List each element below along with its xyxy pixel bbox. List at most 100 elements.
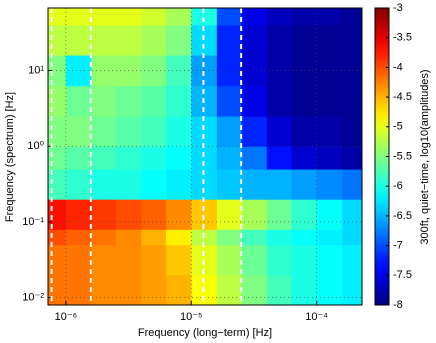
heatmap-cell <box>241 229 268 246</box>
heatmap-cell <box>166 24 192 56</box>
heatmap-cell <box>65 8 92 26</box>
heatmap-cell <box>241 85 268 117</box>
heatmap-cell <box>191 146 218 170</box>
heatmap-cell <box>91 274 117 306</box>
heatmap-cell <box>115 274 142 306</box>
heatmap-cell <box>291 274 318 306</box>
heatmap-cell <box>141 169 167 200</box>
heatmap-cell <box>342 8 363 26</box>
heatmap-cell <box>115 8 142 26</box>
heatmap-cell <box>291 229 318 246</box>
colorbar-tick-label: -7 <box>393 240 403 252</box>
heatmap-cell <box>115 169 142 200</box>
heatmap-cell <box>166 55 192 87</box>
heatmap-cell <box>141 85 167 117</box>
heatmap-cell <box>241 146 268 170</box>
heatmap-cell <box>141 244 167 276</box>
heatmap-cell <box>91 229 117 246</box>
heatmap-cell <box>316 146 343 170</box>
colorbar-tick-label: -7.5 <box>393 269 412 281</box>
heatmap-cell <box>241 8 268 26</box>
heatmap-cell <box>166 85 192 117</box>
heatmap-cell <box>91 244 117 276</box>
heatmap-cell <box>216 8 242 26</box>
heatmap-cell <box>191 116 218 147</box>
x-axis-label: Frequency (long−term) [Hz] <box>138 327 272 339</box>
heatmap-cell <box>266 229 292 246</box>
heatmap-cell <box>316 8 343 26</box>
colorbar-tick-label: -6 <box>393 180 403 192</box>
x-tick-label: 10⁻⁶ <box>55 311 78 323</box>
heatmap-cell <box>65 24 92 56</box>
heatmap-cell <box>91 24 117 56</box>
heatmap-cell <box>291 146 318 170</box>
heatmap-cell <box>91 85 117 117</box>
heatmap-cell <box>241 274 268 306</box>
y-tick-label: 10¹ <box>28 64 44 76</box>
heatmap-cell <box>316 274 343 306</box>
heatmap-cell <box>48 116 67 147</box>
colorbar-tick-label: -4.5 <box>393 91 412 103</box>
heatmap-cell <box>241 24 268 56</box>
heatmap-cell <box>91 169 117 200</box>
heatmap-cell <box>266 169 292 200</box>
heatmap-cell <box>141 55 167 87</box>
heatmap-cell <box>115 199 142 230</box>
heatmap-cell <box>91 116 117 147</box>
heatmap-cell <box>216 169 242 200</box>
heatmap-cell <box>141 199 167 230</box>
heatmap-cell <box>316 116 343 147</box>
heatmap-cell <box>316 199 343 230</box>
heatmap-cell <box>166 244 192 276</box>
heatmap-cell <box>241 244 268 276</box>
heatmap-cell <box>342 229 363 246</box>
heatmap-cell <box>65 229 92 246</box>
heatmap-cell <box>216 229 242 246</box>
heatmap-cell <box>115 85 142 117</box>
heatmap-cell <box>166 229 192 246</box>
heatmap-cell <box>241 169 268 200</box>
heatmap-cell <box>342 85 363 117</box>
heatmap-cell <box>241 199 268 230</box>
heatmap-cell <box>342 169 363 200</box>
heatmap-cell <box>316 85 343 117</box>
heatmap-cell <box>65 116 92 147</box>
heatmap-cell <box>166 199 192 230</box>
heatmap-cell <box>65 85 92 117</box>
heatmap-cell <box>266 199 292 230</box>
colorbar-tick-label: -8 <box>393 299 403 311</box>
colorbar-tick-label: -6.5 <box>393 210 412 222</box>
heatmap-cell <box>141 116 167 147</box>
heatmap-cell <box>115 24 142 56</box>
heatmap-cell <box>91 146 117 170</box>
heatmap-cell <box>342 116 363 147</box>
heatmap-cell <box>266 55 292 87</box>
heatmap-cell <box>342 24 363 56</box>
heatmap-cell <box>266 146 292 170</box>
heatmap-cell <box>166 169 192 200</box>
y-axis-label: Frequency (spectrum) [Hz] <box>4 92 16 222</box>
colorbar-tick-label: -4 <box>393 61 403 73</box>
heatmap-cell <box>291 199 318 230</box>
heatmap-cell <box>166 8 192 26</box>
heatmap-cell <box>316 244 343 276</box>
heatmap-cell <box>65 199 92 230</box>
heatmap-cell <box>291 244 318 276</box>
y-tick-label: 10⁻² <box>22 292 44 304</box>
heatmap-cell <box>291 169 318 200</box>
heatmap-cell <box>266 85 292 117</box>
colorbar-tick-label: -3 <box>393 2 403 14</box>
heatmap-cell <box>216 199 242 230</box>
heatmap-cell <box>342 146 363 170</box>
heatmap-cell <box>115 229 142 246</box>
heatmap-cell <box>291 85 318 117</box>
heatmap-cell <box>316 229 343 246</box>
y-tick-label: 10⁻¹ <box>22 216 44 228</box>
heatmap-cell <box>115 244 142 276</box>
heatmap-cell <box>316 169 343 200</box>
heatmap-cell <box>91 8 117 26</box>
heatmap-cell <box>216 85 242 117</box>
colorbar-tick-label: -5.5 <box>393 150 412 162</box>
heatmap-cell <box>65 244 92 276</box>
heatmap-cell <box>141 229 167 246</box>
